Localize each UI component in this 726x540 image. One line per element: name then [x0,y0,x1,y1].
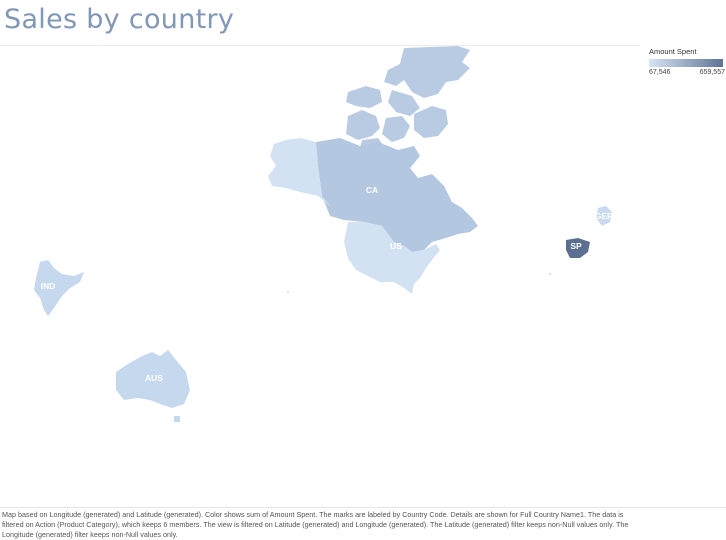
country-shape-sp[interactable] [566,238,590,258]
color-legend[interactable]: Amount Spent 67,546 659,557 [649,47,725,79]
page-title: Sales by country [4,4,235,35]
legend-min-label: 67,546 [649,69,671,76]
country-label-aus: AUS [145,373,163,383]
country-shape-ind[interactable] [34,260,84,316]
country-shape-ger[interactable] [596,206,612,226]
country-label-ind: IND [41,281,56,291]
legend-max-label: 659,557 [699,69,725,76]
country-label-ger: GER [595,211,613,221]
map-view[interactable]: CA US SP GER IND AUS [0,46,640,501]
legend-gradient-bar [649,59,723,67]
caption-divider [0,507,726,508]
island-dot [287,291,289,293]
island-dot [549,273,551,275]
legend-title: Amount Spent [649,47,697,56]
country-label-us: US [390,241,402,251]
arctic-islands [346,46,470,150]
country-shape-aus[interactable] [116,350,190,408]
country-shape-us[interactable] [344,222,440,294]
title-divider [0,45,640,46]
country-label-ca: CA [366,185,378,195]
map-caption: Map based on Longitude (generated) and L… [2,510,629,539]
country-label-sp: SP [570,241,582,251]
country-shape-ca[interactable] [316,138,478,252]
country-shape-alaska[interactable] [268,138,340,218]
country-shape-tasmania [174,416,180,422]
legend-range: 67,546 659,557 [649,69,725,79]
